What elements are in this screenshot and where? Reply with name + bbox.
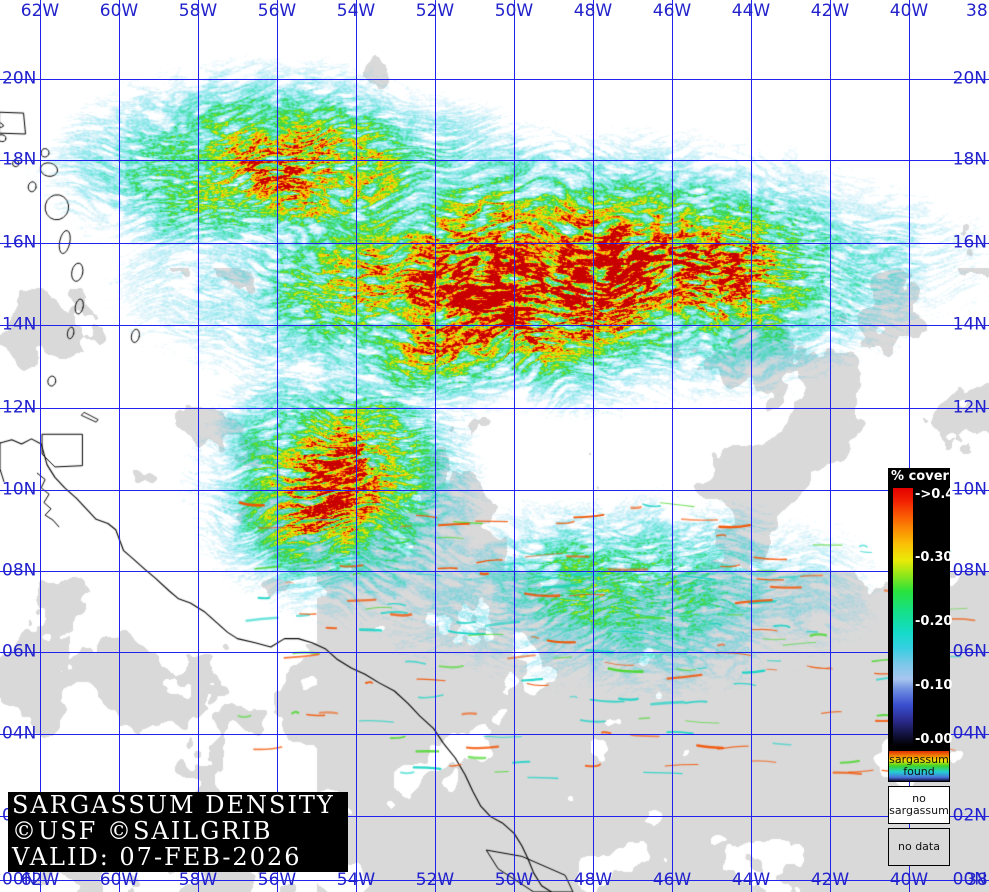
colorbar-title: % cover bbox=[891, 469, 949, 484]
axis-label-20N-right: 20N bbox=[952, 68, 987, 89]
legend-nosarg-line1: no bbox=[912, 792, 926, 805]
gridline-lat-10N bbox=[0, 490, 989, 491]
axis-label-48W-bottom: 48W bbox=[573, 870, 613, 890]
axis-label-42W-top: 42W bbox=[810, 1, 850, 21]
legend-no-sargassum: no sargassum bbox=[888, 786, 950, 824]
axis-label-40W-bottom: 40W bbox=[889, 870, 929, 890]
gridline-lat-14N bbox=[0, 325, 989, 326]
axis-label-60W-bottom: 60W bbox=[99, 870, 139, 890]
axis-label-04N-right: 04N bbox=[952, 723, 987, 744]
gridline-lat-06N bbox=[0, 652, 989, 653]
gridline-lon-62W bbox=[40, 0, 41, 892]
axis-label-54W-bottom: 54W bbox=[336, 870, 376, 890]
axis-label-40W-top: 40W bbox=[889, 1, 929, 21]
gridline-lon-44W bbox=[751, 0, 752, 892]
legend-nosarg-line2: sargassum bbox=[889, 804, 949, 817]
colorbar-tick-0.20: -0.20 bbox=[915, 614, 953, 629]
axis-label-52W-top: 52W bbox=[415, 1, 455, 21]
axis-label-54W-top: 54W bbox=[336, 1, 376, 21]
axis-label-00N-right: 00N bbox=[952, 869, 987, 890]
axis-label-08N-right: 08N bbox=[952, 560, 987, 581]
axis-label-16N-right: 16N bbox=[952, 232, 987, 253]
axis-label-50W-top: 50W bbox=[494, 1, 534, 21]
gridline-lon-42W bbox=[830, 0, 831, 892]
axis-label-42W-bottom: 42W bbox=[810, 870, 850, 890]
gridline-lat-04N bbox=[0, 734, 989, 735]
title-block: SARGASSUM DENSITY ©USF ©SAILGRIB VALID: … bbox=[8, 792, 348, 872]
gridline-lon-58W bbox=[198, 0, 199, 892]
legend-no-data: no data bbox=[888, 828, 950, 866]
axis-label-52W-bottom: 52W bbox=[415, 870, 455, 890]
gridline-lon-50W bbox=[514, 0, 515, 892]
axis-label-56W-bottom: 56W bbox=[257, 870, 297, 890]
gridline-lat-20N bbox=[0, 79, 989, 80]
axis-label-50W-bottom: 50W bbox=[494, 870, 534, 890]
axis-label-02N-right: 02N bbox=[952, 805, 987, 826]
gridline-lat-08N bbox=[0, 571, 989, 572]
axis-label-60W-top: 60W bbox=[99, 1, 139, 21]
axis-label-56W-top: 56W bbox=[257, 1, 297, 21]
colorbar-tick-0.30: -0.30 bbox=[915, 550, 953, 565]
colorbar-gradient bbox=[893, 488, 913, 746]
valid-date-line: VALID: 07-FEB-2026 bbox=[12, 843, 302, 871]
gridline-lat-00N bbox=[0, 880, 989, 881]
axis-label-58W-top: 58W bbox=[178, 1, 218, 21]
axis-label-38-top: 38 bbox=[966, 1, 988, 21]
axis-label-10N-right: 10N bbox=[952, 479, 987, 500]
gridline-lon-48W bbox=[593, 0, 594, 892]
gridline-lat-02N bbox=[0, 816, 989, 817]
page-title: SARGASSUM DENSITY bbox=[12, 791, 335, 819]
axis-label-08N-left: 08N bbox=[2, 560, 37, 581]
colorbar-tick-0.00: -0.00 bbox=[915, 732, 953, 747]
legend-found-line2: found bbox=[903, 765, 935, 778]
axis-label-48W-top: 48W bbox=[573, 1, 613, 21]
axis-label-00N-left: 00N bbox=[2, 869, 37, 890]
axis-label-14N-right: 14N bbox=[952, 314, 987, 335]
gridline-lat-16N bbox=[0, 243, 989, 244]
axis-label-06N-right: 06N bbox=[952, 641, 987, 662]
gridline-lon-52W bbox=[435, 0, 436, 892]
legend-sargassum-found: sargassum found bbox=[888, 750, 950, 782]
axis-label-10N-left: 10N bbox=[2, 479, 37, 500]
colorbar-legend-panel: % cover ->0.4 -0.30 -0.20 -0.10 -0.00 bbox=[888, 468, 954, 750]
axis-label-18N-left: 18N bbox=[2, 149, 37, 170]
axis-label-58W-bottom: 58W bbox=[178, 870, 218, 890]
gridline-lon-40W bbox=[909, 0, 910, 892]
gridline-lon-46W bbox=[672, 0, 673, 892]
axis-label-38-bottom: 38 bbox=[966, 870, 988, 890]
gridline-lat-18N bbox=[0, 160, 989, 161]
axis-label-20N-left: 20N bbox=[2, 68, 37, 89]
gridline-lon-60W bbox=[119, 0, 120, 892]
legend-no-sargassum-label: no sargassum bbox=[889, 793, 949, 817]
axis-label-14N-left: 14N bbox=[2, 314, 37, 335]
legend-sargassum-found-label: sargassum found bbox=[889, 754, 949, 778]
axis-label-44W-top: 44W bbox=[731, 1, 771, 21]
colorbar-tick-0.4: ->0.4 bbox=[915, 487, 955, 502]
axis-label-16N-left: 16N bbox=[2, 232, 37, 253]
axis-label-44W-bottom: 44W bbox=[731, 870, 771, 890]
credit-line: ©USF ©SAILGRIB bbox=[12, 817, 273, 845]
gridline-lon-54W bbox=[356, 0, 357, 892]
axis-label-12N-left: 12N bbox=[2, 397, 37, 418]
legend-nodata-label: no data bbox=[898, 840, 940, 853]
colorbar-tick-0.10: -0.10 bbox=[915, 678, 953, 693]
axis-label-46W-top: 46W bbox=[652, 1, 692, 21]
gridline-lon-56W bbox=[277, 0, 278, 892]
axis-label-62W-bottom: 62W bbox=[20, 870, 60, 890]
legend-found-line1: sargassum bbox=[889, 753, 949, 766]
axis-label-12N-right: 12N bbox=[952, 397, 987, 418]
axis-label-04N-left: 04N bbox=[2, 723, 37, 744]
axis-label-06N-left: 06N bbox=[2, 641, 37, 662]
gridline-lat-12N bbox=[0, 408, 989, 409]
axis-label-46W-bottom: 46W bbox=[652, 870, 692, 890]
axis-label-62W-top: 62W bbox=[20, 1, 60, 21]
axis-label-18N-right: 18N bbox=[952, 149, 987, 170]
